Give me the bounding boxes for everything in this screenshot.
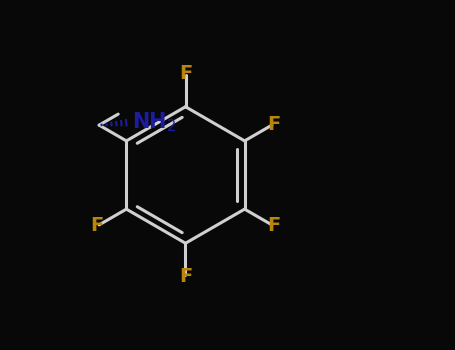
Text: NH$_2$: NH$_2$ <box>131 111 176 134</box>
Text: F: F <box>267 114 280 134</box>
Text: F: F <box>91 216 104 236</box>
Text: F: F <box>179 64 192 83</box>
Text: F: F <box>267 216 280 236</box>
Text: F: F <box>179 267 192 286</box>
